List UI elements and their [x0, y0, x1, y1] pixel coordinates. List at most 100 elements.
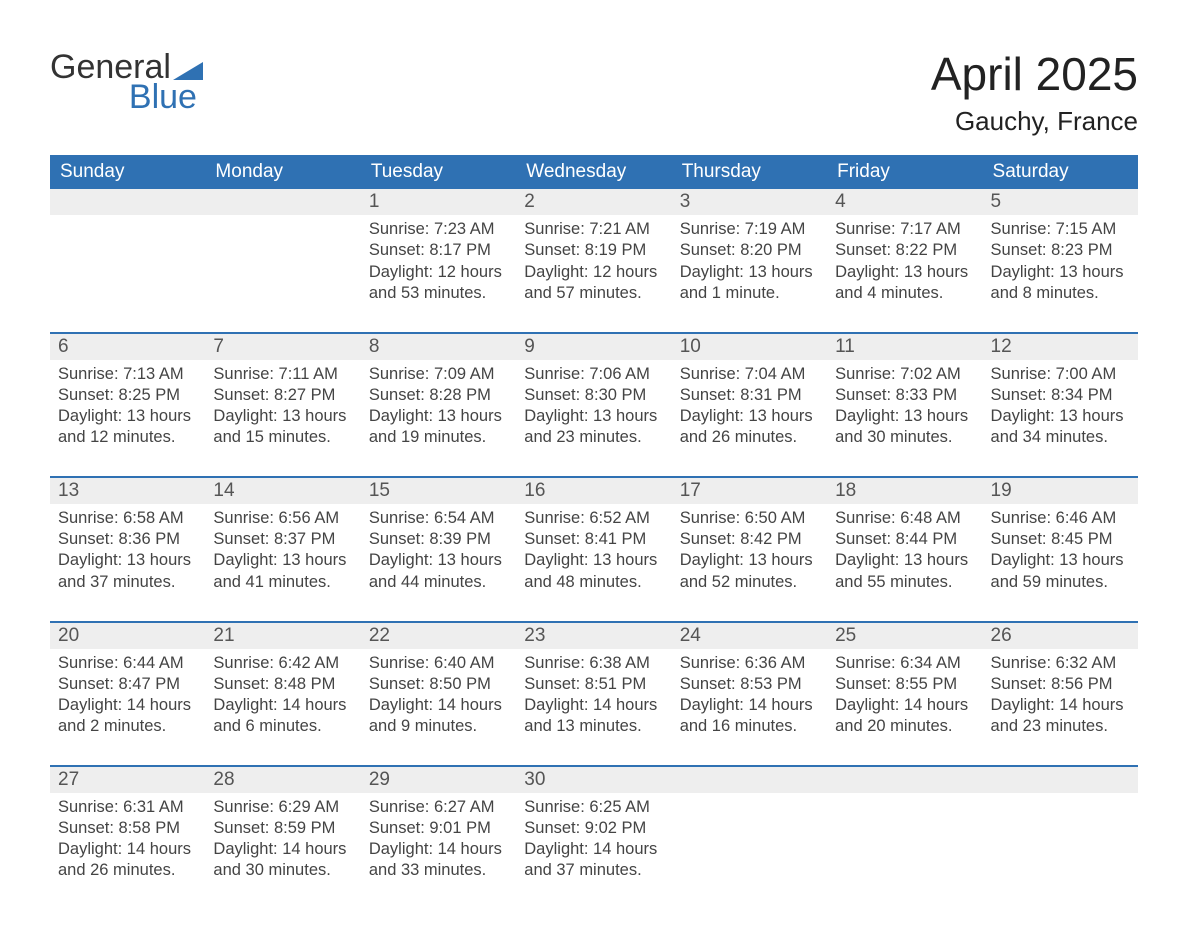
sunrise-line: Sunrise: 7:15 AM — [991, 219, 1130, 240]
day-number: 21 — [205, 623, 360, 649]
day-cell: Sunrise: 7:17 AMSunset: 8:22 PMDaylight:… — [827, 215, 982, 332]
week-body-row: Sunrise: 6:58 AMSunset: 8:36 PMDaylight:… — [50, 504, 1138, 621]
calendar-header: Sunday Monday Tuesday Wednesday Thursday… — [50, 155, 1138, 189]
daylight-line: Daylight: 13 hours and 30 minutes. — [835, 406, 974, 448]
day-number: 30 — [516, 767, 671, 793]
day-number: 24 — [672, 623, 827, 649]
sunset-line: Sunset: 8:45 PM — [991, 529, 1130, 550]
day-cell — [672, 793, 827, 909]
sunrise-line: Sunrise: 7:09 AM — [369, 364, 508, 385]
sunrise-line: Sunrise: 6:46 AM — [991, 508, 1130, 529]
day-cell: Sunrise: 6:34 AMSunset: 8:55 PMDaylight:… — [827, 649, 982, 766]
sunset-line: Sunset: 8:22 PM — [835, 240, 974, 261]
sunrise-line: Sunrise: 6:50 AM — [680, 508, 819, 529]
day-number: 27 — [50, 767, 205, 793]
daylight-line: Daylight: 13 hours and 59 minutes. — [991, 550, 1130, 592]
daylight-line: Daylight: 14 hours and 37 minutes. — [524, 839, 663, 881]
day-cell: Sunrise: 7:09 AMSunset: 8:28 PMDaylight:… — [361, 360, 516, 477]
sunrise-line: Sunrise: 7:11 AM — [213, 364, 352, 385]
sunrise-line: Sunrise: 6:58 AM — [58, 508, 197, 529]
sunrise-line: Sunrise: 6:32 AM — [991, 653, 1130, 674]
day-number: 18 — [827, 478, 982, 504]
sunrise-line: Sunrise: 6:31 AM — [58, 797, 197, 818]
day-cell: Sunrise: 7:00 AMSunset: 8:34 PMDaylight:… — [983, 360, 1138, 477]
weekday-header: Friday — [827, 155, 982, 189]
day-cell — [205, 215, 360, 332]
week-daynum-row: 13141516171819 — [50, 478, 1138, 504]
calendar-table: Sunday Monday Tuesday Wednesday Thursday… — [50, 155, 1138, 909]
sunrise-line: Sunrise: 7:21 AM — [524, 219, 663, 240]
day-number — [672, 767, 827, 793]
day-number: 29 — [361, 767, 516, 793]
weekday-header: Sunday — [50, 155, 205, 189]
sunset-line: Sunset: 8:31 PM — [680, 385, 819, 406]
daylight-line: Daylight: 13 hours and 37 minutes. — [58, 550, 197, 592]
sunrise-line: Sunrise: 6:29 AM — [213, 797, 352, 818]
day-cell: Sunrise: 6:29 AMSunset: 8:59 PMDaylight:… — [205, 793, 360, 909]
sunset-line: Sunset: 8:20 PM — [680, 240, 819, 261]
sunrise-line: Sunrise: 7:06 AM — [524, 364, 663, 385]
day-number: 10 — [672, 334, 827, 360]
daylight-line: Daylight: 12 hours and 53 minutes. — [369, 262, 508, 304]
day-cell: Sunrise: 6:58 AMSunset: 8:36 PMDaylight:… — [50, 504, 205, 621]
sunset-line: Sunset: 8:47 PM — [58, 674, 197, 695]
sunrise-line: Sunrise: 6:27 AM — [369, 797, 508, 818]
day-number — [205, 189, 360, 215]
day-number — [827, 767, 982, 793]
sunrise-line: Sunrise: 7:17 AM — [835, 219, 974, 240]
week-daynum-row: 6789101112 — [50, 334, 1138, 360]
daylight-line: Daylight: 13 hours and 26 minutes. — [680, 406, 819, 448]
day-number: 15 — [361, 478, 516, 504]
week-body-row: Sunrise: 6:31 AMSunset: 8:58 PM Daylight:… — [50, 793, 1138, 909]
sunrise-line: Sunrise: 7:19 AM — [680, 219, 819, 240]
daylight-line: Daylight: 14 hours and 23 minutes. — [991, 695, 1130, 737]
day-cell: Sunrise: 7:04 AMSunset: 8:31 PMDaylight:… — [672, 360, 827, 477]
day-number: 13 — [50, 478, 205, 504]
daylight-line: Daylight: 13 hours and 1 minute. — [680, 262, 819, 304]
day-cell: Sunrise: 6:44 AMSunset: 8:47 PMDaylight:… — [50, 649, 205, 766]
week-daynum-row: 20212223242526 — [50, 623, 1138, 649]
day-cell: Sunrise: 6:27 AMSunset: 9:01 PMDaylight:… — [361, 793, 516, 909]
day-number: 5 — [983, 189, 1138, 215]
day-cell: Sunrise: 7:06 AMSunset: 8:30 PMDaylight:… — [516, 360, 671, 477]
day-cell — [50, 215, 205, 332]
sunset-line: Sunset: 8:59 PM — [213, 818, 352, 839]
day-number: 28 — [205, 767, 360, 793]
daylight-line: Daylight: 14 hours and 6 minutes. — [213, 695, 352, 737]
daylight-line: Daylight: 13 hours and 34 minutes. — [991, 406, 1130, 448]
sunset-line: Sunset: 8:23 PM — [991, 240, 1130, 261]
sunset-line: Sunset: 8:50 PM — [369, 674, 508, 695]
sunrise-line: Sunrise: 6:52 AM — [524, 508, 663, 529]
day-cell: Sunrise: 6:54 AMSunset: 8:39 PMDaylight:… — [361, 504, 516, 621]
day-number: 16 — [516, 478, 671, 504]
sunset-line: Sunset: 8:27 PM — [213, 385, 352, 406]
sunset-line: Sunset: 9:01 PM — [369, 818, 508, 839]
daylight-line: Daylight: 13 hours and 48 minutes. — [524, 550, 663, 592]
sunset-line: Sunset: 8:19 PM — [524, 240, 663, 261]
day-number — [983, 767, 1138, 793]
day-number: 12 — [983, 334, 1138, 360]
sunset-line: Sunset: 8:48 PM — [213, 674, 352, 695]
page-title: April 2025 — [931, 50, 1138, 98]
sunrise-line: Sunrise: 7:00 AM — [991, 364, 1130, 385]
week-body-row: Sunrise: 7:23 AMSunset: 8:17 PMDaylight:… — [50, 215, 1138, 332]
day-number: 25 — [827, 623, 982, 649]
daylight-line: Daylight: 14 hours and 33 minutes. — [369, 839, 508, 881]
sunrise-line: Sunrise: 7:13 AM — [58, 364, 197, 385]
day-number: 19 — [983, 478, 1138, 504]
week-daynum-row: 27282930 — [50, 767, 1138, 793]
day-cell: Sunrise: 6:56 AMSunset: 8:37 PMDaylight:… — [205, 504, 360, 621]
day-number: 11 — [827, 334, 982, 360]
day-number: 20 — [50, 623, 205, 649]
sunrise-line: Sunrise: 6:40 AM — [369, 653, 508, 674]
header: General Blue April 2025 Gauchy, France — [50, 50, 1138, 137]
day-cell: Sunrise: 6:31 AMSunset: 8:58 PMDaylight:… — [50, 793, 205, 909]
sunset-line: Sunset: 8:44 PM — [835, 529, 974, 550]
day-cell: Sunrise: 6:40 AMSunset: 8:50 PMDaylight:… — [361, 649, 516, 766]
sunset-line: Sunset: 8:58 PM — [58, 818, 197, 839]
sunrise-line: Sunrise: 7:02 AM — [835, 364, 974, 385]
sunset-line: Sunset: 8:56 PM — [991, 674, 1130, 695]
sunset-line: Sunset: 8:42 PM — [680, 529, 819, 550]
day-number: 3 — [672, 189, 827, 215]
sunset-line: Sunset: 8:17 PM — [369, 240, 508, 261]
